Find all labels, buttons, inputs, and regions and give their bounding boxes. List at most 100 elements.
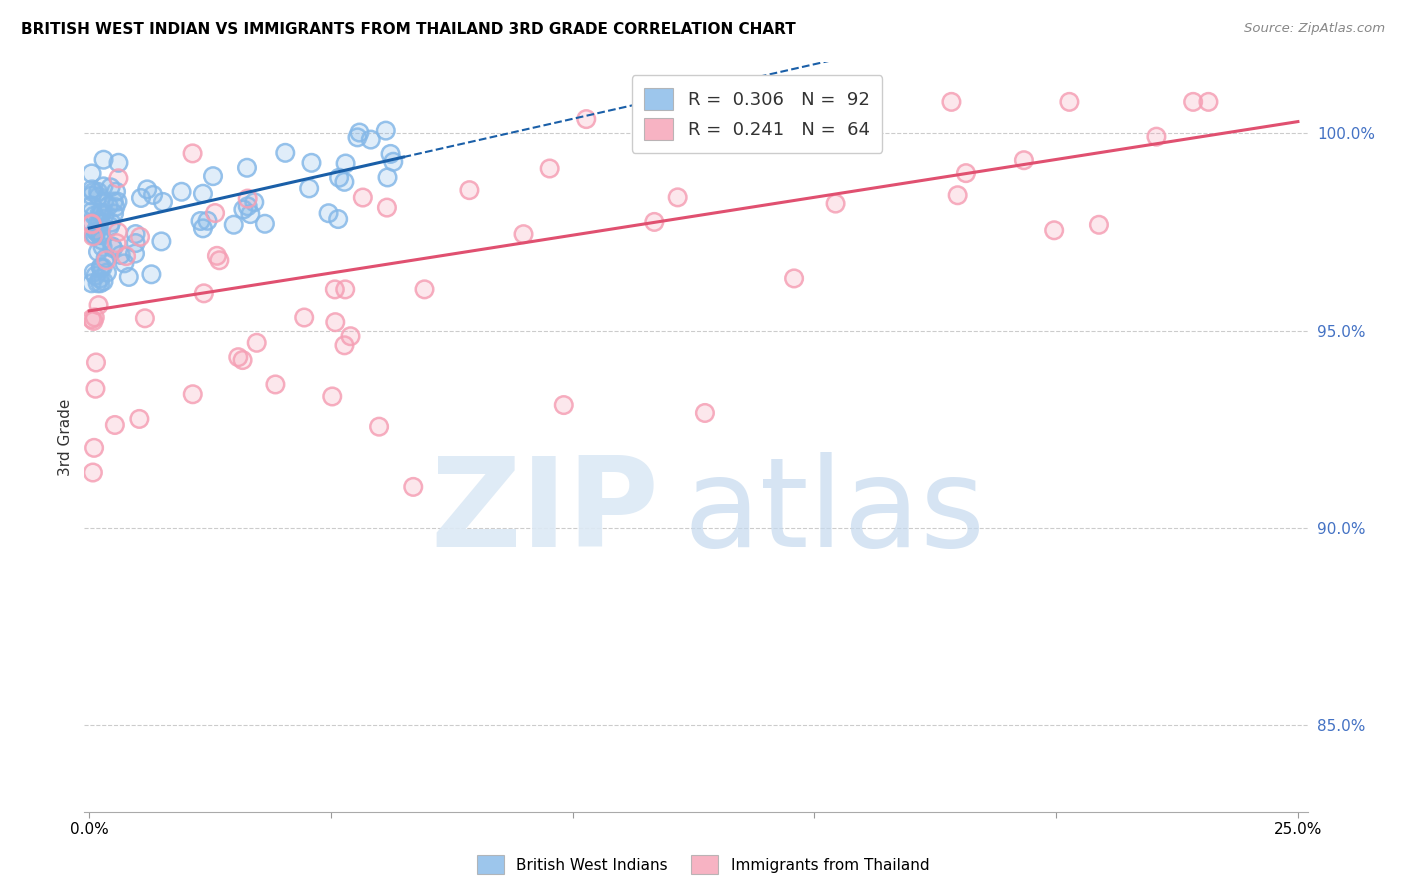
Point <box>80 205 103 219</box>
Point <box>104 417 127 432</box>
Point <box>298 181 321 195</box>
Point <box>101 239 124 253</box>
Point <box>104 200 127 214</box>
Point <box>93 153 115 167</box>
Point <box>87 244 110 259</box>
Point <box>253 217 276 231</box>
Point <box>83 310 105 325</box>
Point <box>375 201 398 215</box>
Point <box>93 194 115 209</box>
Point <box>80 217 103 231</box>
Point <box>129 229 152 244</box>
Point <box>93 274 115 288</box>
Point <box>86 277 108 291</box>
Point <box>103 194 125 209</box>
Point <box>112 256 135 270</box>
Point <box>693 406 716 420</box>
Point <box>89 272 111 286</box>
Point <box>553 398 575 412</box>
Point <box>335 156 357 170</box>
Point <box>643 215 665 229</box>
Point <box>202 169 225 183</box>
Point <box>191 186 214 201</box>
Point <box>80 277 103 291</box>
Point <box>90 233 112 247</box>
Point <box>107 171 129 186</box>
Point <box>1059 95 1081 109</box>
Point <box>142 188 165 202</box>
Point <box>90 227 112 241</box>
Point <box>375 201 398 215</box>
Y-axis label: 3rd Grade: 3rd Grade <box>58 399 73 475</box>
Point <box>80 182 103 196</box>
Point <box>323 282 346 296</box>
Point <box>80 205 103 219</box>
Point <box>374 123 396 137</box>
Point <box>1059 95 1081 109</box>
Point <box>87 215 110 229</box>
Point <box>236 199 259 213</box>
Point <box>91 260 114 275</box>
Point <box>1144 129 1167 144</box>
Point <box>80 312 103 326</box>
Point <box>181 146 204 161</box>
Point <box>124 227 146 241</box>
Point <box>93 153 115 167</box>
Point <box>124 246 146 260</box>
Point <box>107 155 129 169</box>
Point <box>94 251 117 265</box>
Point <box>84 224 107 238</box>
Point <box>91 206 114 220</box>
Point <box>380 147 402 161</box>
Point <box>193 286 215 301</box>
Point <box>243 195 266 210</box>
Point <box>129 191 152 205</box>
Point <box>374 123 396 137</box>
Point <box>89 216 111 230</box>
Point <box>82 185 104 199</box>
Point <box>83 314 105 328</box>
Point <box>110 248 132 262</box>
Point <box>101 239 124 253</box>
Point <box>377 170 399 185</box>
Point <box>83 228 105 243</box>
Point <box>318 206 340 220</box>
Point <box>1182 95 1205 109</box>
Point <box>107 155 129 169</box>
Point <box>80 217 103 231</box>
Point <box>83 266 105 280</box>
Point <box>222 218 245 232</box>
Point <box>80 166 103 180</box>
Point <box>321 389 343 403</box>
Point <box>666 190 689 204</box>
Point <box>115 249 138 263</box>
Point <box>191 221 214 235</box>
Point <box>115 249 138 263</box>
Point <box>80 166 103 180</box>
Point <box>298 181 321 195</box>
Point <box>643 215 665 229</box>
Point <box>346 130 368 145</box>
Point <box>83 228 105 243</box>
Point <box>91 240 114 254</box>
Point <box>90 260 112 275</box>
Point <box>413 282 436 296</box>
Point <box>236 192 259 206</box>
Point <box>136 182 159 196</box>
Point <box>380 147 402 161</box>
Point <box>90 260 112 275</box>
Point <box>93 194 115 209</box>
Point <box>87 298 110 312</box>
Point <box>335 282 357 296</box>
Point <box>83 441 105 455</box>
Point <box>97 199 120 213</box>
Point <box>191 186 214 201</box>
Point <box>152 194 174 209</box>
Text: BRITISH WEST INDIAN VS IMMIGRANTS FROM THAILAND 3RD GRADE CORRELATION CHART: BRITISH WEST INDIAN VS IMMIGRANTS FROM T… <box>21 22 796 37</box>
Point <box>458 183 481 197</box>
Point <box>941 95 963 109</box>
Point <box>87 185 110 199</box>
Point <box>783 271 806 285</box>
Point <box>232 202 254 217</box>
Point <box>318 206 340 220</box>
